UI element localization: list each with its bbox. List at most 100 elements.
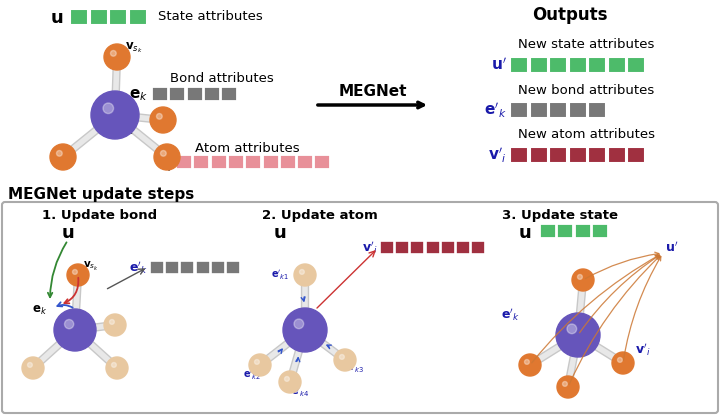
Bar (226, 261, 240, 274)
Text: State attributes: State attributes (158, 10, 263, 23)
FancyArrowPatch shape (532, 255, 660, 363)
Text: $\mathbf{v}_{r_k}$: $\mathbf{v}_{r_k}$ (123, 123, 140, 138)
Text: $\mathbf{v}'_i$: $\mathbf{v}'_i$ (635, 342, 651, 358)
Circle shape (150, 107, 176, 133)
Bar (150, 261, 164, 274)
Text: $\mathbf{e}'_{k4}$: $\mathbf{e}'_{k4}$ (291, 385, 310, 399)
Circle shape (106, 357, 128, 379)
Bar (471, 241, 485, 254)
Text: Atom attributes: Atom attributes (195, 141, 300, 154)
Bar (204, 87, 220, 101)
Circle shape (249, 354, 271, 376)
Text: $\mathbf{u}$: $\mathbf{u}$ (61, 224, 75, 242)
Circle shape (562, 381, 567, 386)
Bar (569, 102, 587, 118)
Bar (128, 9, 146, 25)
Text: $\mathbf{e}'_{k1}$: $\mathbf{e}'_{k1}$ (271, 268, 289, 282)
Bar (510, 57, 528, 73)
Circle shape (91, 91, 139, 139)
Bar (70, 9, 88, 25)
Text: Outputs: Outputs (532, 6, 608, 24)
Circle shape (334, 349, 356, 371)
Bar (627, 57, 645, 73)
Bar (89, 9, 107, 25)
Circle shape (27, 362, 32, 367)
Bar (592, 224, 608, 238)
Circle shape (109, 319, 114, 324)
Circle shape (110, 50, 116, 56)
Bar (569, 147, 587, 163)
Bar (221, 87, 237, 101)
Bar (297, 155, 313, 169)
Bar (575, 224, 590, 238)
Text: $\mathbf{v}_{r_k}$: $\mathbf{v}_{r_k}$ (79, 336, 94, 349)
Text: 1. Update bond: 1. Update bond (42, 208, 158, 221)
Text: $\mathbf{v}'_i$: $\mathbf{v}'_i$ (488, 145, 507, 165)
Bar (588, 102, 606, 118)
Text: $\mathbf{v}_{s_k}$: $\mathbf{v}_{s_k}$ (125, 40, 143, 55)
Bar (627, 147, 645, 163)
Text: $\mathbf{e}'_{k2}$: $\mathbf{e}'_{k2}$ (243, 368, 261, 382)
Text: $\mathbf{v}_{s_k}$: $\mathbf{v}_{s_k}$ (83, 260, 99, 273)
Circle shape (524, 359, 529, 364)
Text: $\mathbf{e}'_k$: $\mathbf{e}'_k$ (500, 307, 519, 323)
Circle shape (572, 269, 594, 291)
Text: MEGNet: MEGNet (338, 84, 408, 99)
FancyArrowPatch shape (64, 278, 78, 303)
Text: $\mathbf{V}_i$: $\mathbf{V}_i$ (154, 153, 172, 173)
Bar (186, 87, 202, 101)
Circle shape (67, 264, 89, 286)
Bar (210, 155, 227, 169)
Circle shape (73, 270, 77, 274)
FancyArrowPatch shape (301, 297, 305, 301)
Bar (193, 155, 210, 169)
Bar (608, 147, 626, 163)
Bar (211, 261, 225, 274)
Circle shape (156, 114, 162, 119)
Circle shape (104, 44, 130, 70)
Bar (246, 155, 261, 169)
Circle shape (154, 144, 180, 170)
FancyArrowPatch shape (278, 349, 282, 354)
Circle shape (161, 151, 166, 156)
Text: $\mathbf{u}'$: $\mathbf{u}'$ (491, 57, 507, 73)
Circle shape (284, 376, 289, 381)
Text: $\mathbf{e}'_k$: $\mathbf{e}'_k$ (485, 100, 507, 120)
Circle shape (300, 270, 305, 274)
Circle shape (567, 324, 577, 334)
Bar (410, 241, 424, 254)
Bar (588, 147, 606, 163)
Text: 3. Update state: 3. Update state (502, 208, 618, 221)
Bar (441, 241, 455, 254)
Bar (510, 102, 528, 118)
Text: $\mathbf{e}'_k$: $\mathbf{e}'_k$ (129, 260, 148, 276)
Circle shape (294, 319, 304, 329)
Circle shape (22, 357, 44, 379)
Bar (152, 87, 168, 101)
Bar (549, 102, 567, 118)
Text: $\mathbf{u}$: $\mathbf{u}$ (274, 224, 287, 242)
Bar (529, 102, 547, 118)
FancyArrowPatch shape (58, 302, 73, 307)
Bar (549, 147, 567, 163)
Bar (315, 155, 330, 169)
Circle shape (103, 103, 114, 114)
FancyArrowPatch shape (327, 345, 331, 349)
Circle shape (50, 144, 76, 170)
Circle shape (294, 264, 316, 286)
Text: $\mathbf{v}_i$: $\mathbf{v}_i$ (310, 313, 323, 327)
Circle shape (612, 352, 634, 374)
Bar (395, 241, 409, 254)
Text: $\mathbf{e}_k$: $\mathbf{e}_k$ (129, 87, 148, 103)
Circle shape (56, 151, 62, 156)
Text: $\mathbf{u}'$: $\mathbf{u}'$ (665, 241, 678, 255)
Bar (588, 57, 606, 73)
Text: $\mathbf{e}'_{k3}$: $\mathbf{e}'_{k3}$ (346, 361, 364, 375)
Bar (557, 224, 573, 238)
FancyArrowPatch shape (48, 243, 66, 297)
Bar (549, 57, 567, 73)
Circle shape (618, 357, 622, 362)
FancyArrowPatch shape (624, 257, 661, 360)
Text: $\mathbf{u}$: $\mathbf{u}$ (50, 9, 63, 27)
Bar (569, 57, 587, 73)
